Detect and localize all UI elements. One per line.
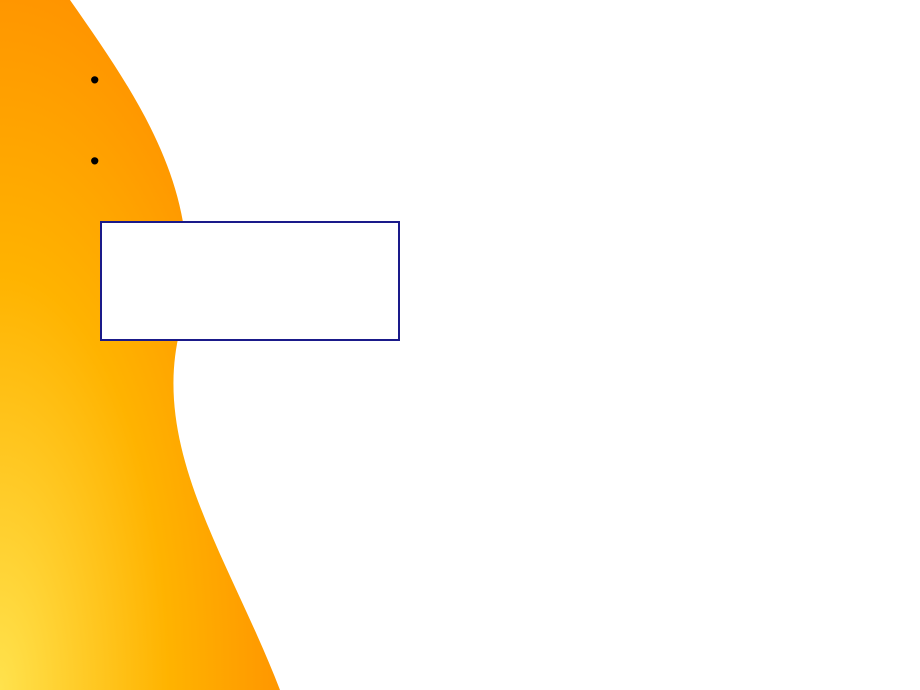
- slide-content: • •: [0, 0, 920, 690]
- bullet-1: •: [90, 60, 470, 101]
- rayleigh-wave-illustration: [100, 221, 400, 341]
- bullet-dot: •: [90, 60, 118, 101]
- bullet-2-text: [118, 141, 470, 182]
- figure-a: [490, 60, 880, 224]
- right-column: [490, 60, 880, 490]
- left-column: • •: [90, 60, 470, 490]
- figure-b: [490, 232, 880, 476]
- bullet-dot: •: [90, 141, 118, 182]
- content-row: • •: [90, 60, 880, 490]
- bullet-2: •: [90, 141, 470, 182]
- bullet-1-text: [118, 60, 470, 101]
